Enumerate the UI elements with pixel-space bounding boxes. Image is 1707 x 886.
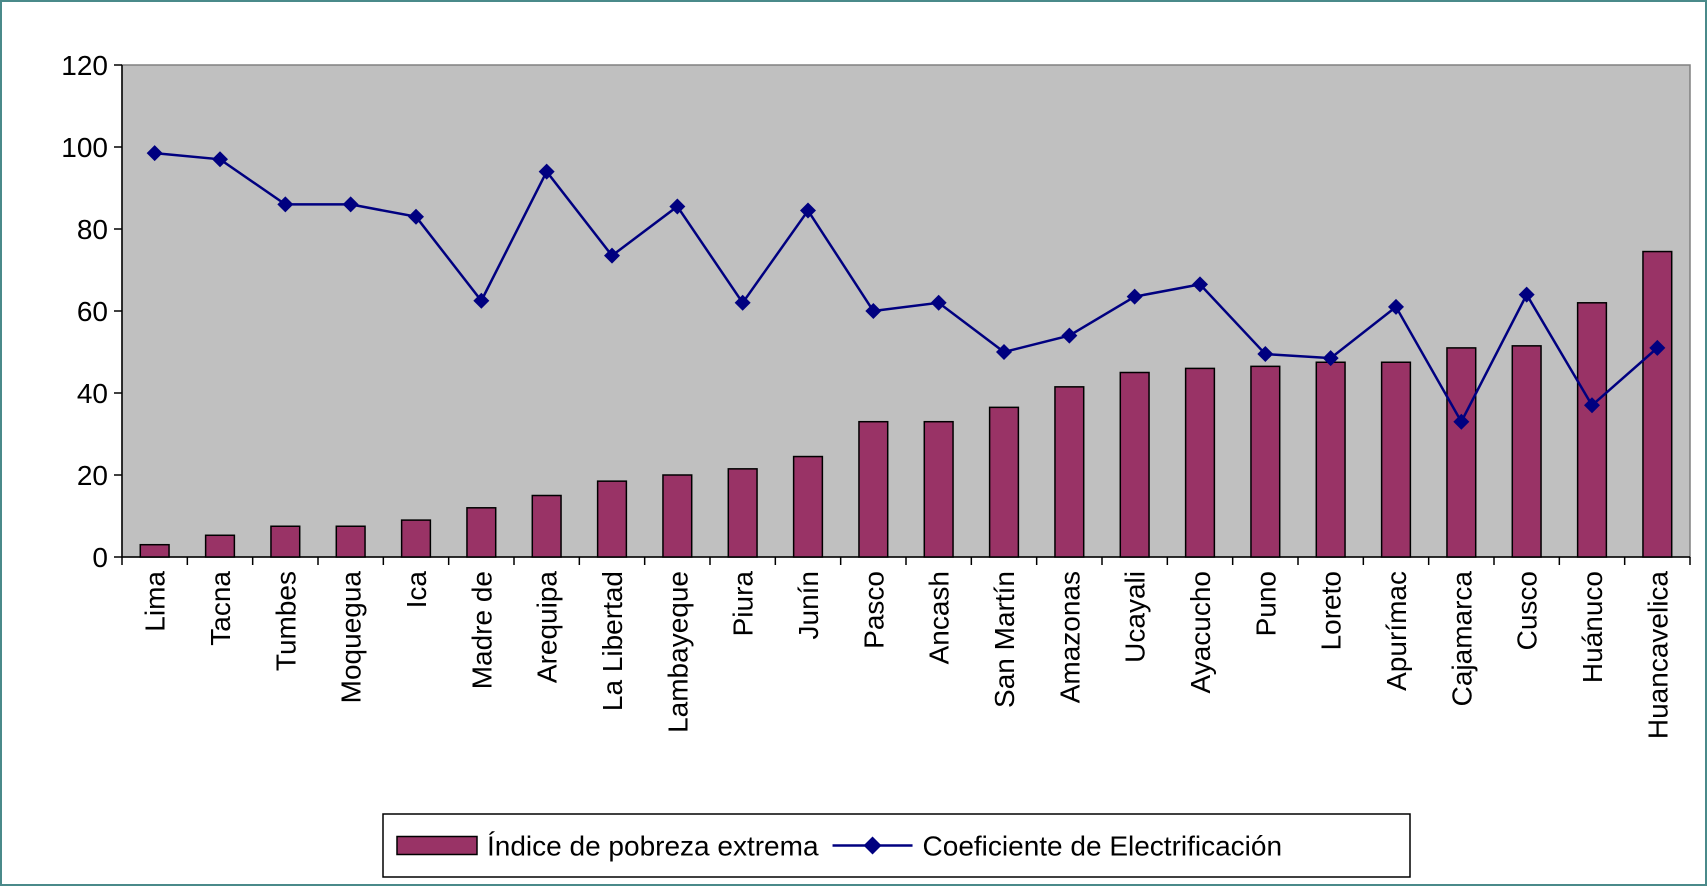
bar: [335, 525, 366, 558]
x-tick-label: Junín: [793, 571, 824, 640]
marker: [930, 294, 947, 311]
marker: [604, 247, 620, 264]
marker: [1649, 339, 1666, 356]
bar: [1184, 367, 1216, 558]
x-tick-label: Huánuco: [1577, 571, 1608, 683]
bar: [1642, 250, 1673, 558]
marker: [408, 208, 424, 225]
bar: [270, 525, 301, 558]
bar: [1250, 365, 1281, 558]
legend-marker: [863, 836, 882, 855]
bar: [1315, 361, 1346, 558]
x-tick-label: Ancash: [924, 571, 955, 664]
marker: [734, 294, 751, 311]
x-tick-label: Loreto: [1316, 571, 1347, 650]
marker: [212, 151, 228, 168]
bar: [1446, 347, 1477, 558]
x-tick-label: Lambayeque: [662, 571, 693, 733]
x-tick-label: Ayacucho: [1185, 571, 1216, 693]
marker: [1322, 350, 1339, 367]
x-tick-label: Lima: [140, 571, 171, 632]
bar: [1054, 386, 1085, 558]
x-tick-label: Ucayali: [1120, 571, 1151, 663]
marker: [1453, 413, 1470, 430]
bar: [662, 474, 693, 558]
x-tick-label: Tacna: [205, 571, 236, 646]
plot-area: [121, 64, 1691, 558]
marker: [1584, 397, 1600, 414]
y-tick-label: 40: [77, 378, 108, 409]
x-tick-label: Amazonas: [1054, 571, 1085, 703]
y-tick-label: 120: [61, 50, 108, 81]
marker: [1518, 286, 1535, 303]
x-tick-label: Piura: [728, 571, 759, 637]
x-tick-label: San Martín: [989, 571, 1020, 708]
bar: [727, 468, 758, 558]
x-tick-label: Tumbes: [270, 571, 301, 671]
marker: [996, 344, 1012, 360]
y-tick-label: 100: [61, 132, 108, 163]
x-tick-label: Arequipa: [532, 571, 563, 684]
marker: [1126, 288, 1143, 305]
x-tick-label: Ica: [401, 571, 432, 609]
bar: [400, 519, 432, 558]
marker: [473, 292, 490, 309]
x-tick-label: Huancavelica: [1642, 571, 1673, 740]
y-tick-label: 20: [77, 460, 108, 491]
marker: [1192, 276, 1208, 293]
legend-label: Coeficiente de Electrificación: [923, 831, 1283, 862]
bar: [792, 455, 824, 558]
legend-label: Índice de pobreza extrema: [487, 831, 819, 862]
marker: [538, 163, 555, 180]
bar: [1576, 302, 1608, 558]
bar: [1380, 361, 1412, 558]
marker: [669, 198, 686, 215]
bar: [531, 494, 562, 558]
line: [154, 151, 1659, 425]
marker: [277, 196, 294, 213]
bar: [858, 420, 889, 558]
bar: [466, 507, 497, 558]
marker: [800, 202, 816, 219]
x-tick-label: Pasco: [858, 571, 889, 649]
bar: [139, 543, 170, 558]
marker: [1061, 327, 1078, 344]
bar: [1119, 371, 1150, 558]
x-tick-label: Puno: [1250, 571, 1281, 636]
marker: [1257, 346, 1274, 363]
y-tick-label: 80: [77, 214, 108, 245]
x-tick-label: Apurímac: [1381, 571, 1412, 691]
y-tick-label: 60: [77, 296, 108, 327]
bar: [204, 534, 236, 558]
x-tick-label: Cajamarca: [1446, 571, 1477, 707]
bar: [923, 420, 954, 558]
bar: [596, 480, 628, 558]
marker: [146, 145, 163, 162]
x-tick-label: Moquegua: [336, 571, 367, 704]
x-tick-label: Madre de: [466, 571, 497, 689]
marker: [865, 303, 882, 319]
bar: [1511, 345, 1542, 558]
x-tick-label: Cusco: [1512, 571, 1543, 650]
x-tick-label: La Libertad: [597, 571, 628, 711]
bar: [988, 406, 1020, 558]
y-tick-label: 0: [92, 542, 108, 573]
legend-swatch: [396, 835, 478, 856]
marker: [342, 196, 359, 213]
marker: [1388, 298, 1404, 315]
